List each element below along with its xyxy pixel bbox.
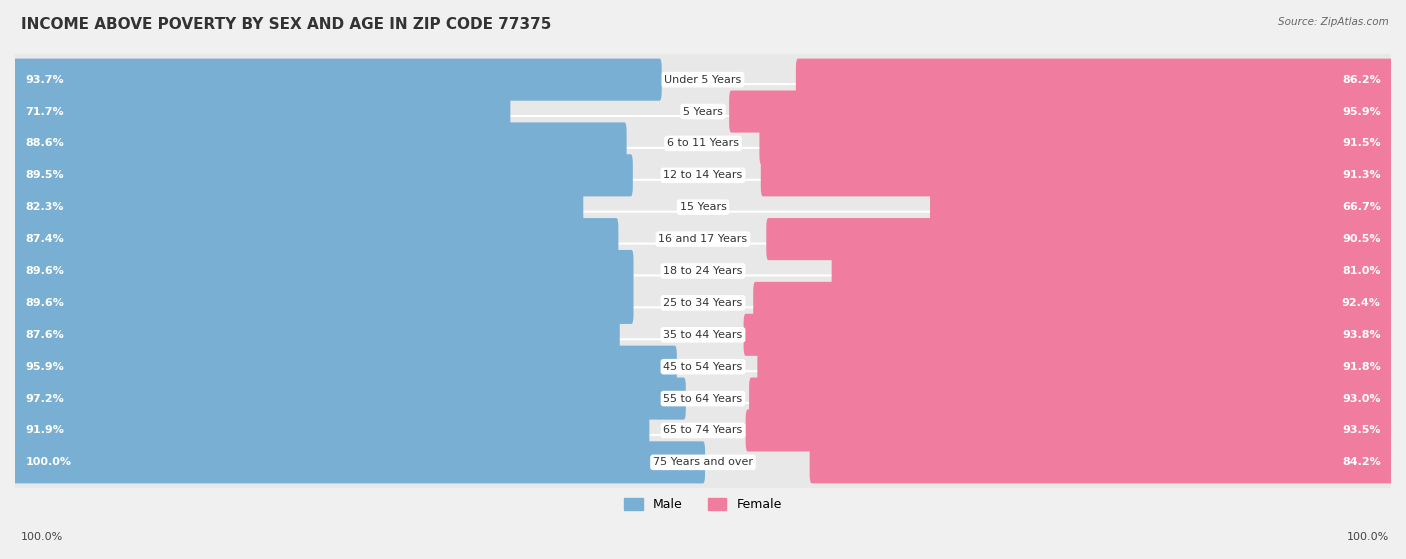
FancyBboxPatch shape bbox=[13, 91, 510, 132]
FancyBboxPatch shape bbox=[730, 91, 1393, 132]
Text: 65 to 74 Years: 65 to 74 Years bbox=[664, 425, 742, 435]
FancyBboxPatch shape bbox=[13, 154, 633, 196]
FancyBboxPatch shape bbox=[745, 409, 1393, 452]
Text: 5 Years: 5 Years bbox=[683, 107, 723, 116]
Text: 92.4%: 92.4% bbox=[1341, 298, 1381, 308]
FancyBboxPatch shape bbox=[11, 180, 1395, 235]
FancyBboxPatch shape bbox=[11, 116, 1395, 171]
FancyBboxPatch shape bbox=[11, 371, 1395, 426]
Text: 89.6%: 89.6% bbox=[25, 266, 65, 276]
Text: 91.5%: 91.5% bbox=[1343, 139, 1381, 149]
Text: 84.2%: 84.2% bbox=[1341, 457, 1381, 467]
FancyBboxPatch shape bbox=[796, 59, 1393, 101]
FancyBboxPatch shape bbox=[11, 52, 1395, 107]
Text: Under 5 Years: Under 5 Years bbox=[665, 75, 741, 84]
Text: 71.7%: 71.7% bbox=[25, 107, 63, 116]
Text: 15 Years: 15 Years bbox=[679, 202, 727, 212]
FancyBboxPatch shape bbox=[13, 186, 583, 228]
Text: 100.0%: 100.0% bbox=[25, 457, 72, 467]
FancyBboxPatch shape bbox=[810, 441, 1393, 484]
FancyBboxPatch shape bbox=[11, 276, 1395, 330]
Text: 100.0%: 100.0% bbox=[21, 532, 63, 542]
FancyBboxPatch shape bbox=[929, 186, 1393, 228]
Text: 91.3%: 91.3% bbox=[1343, 170, 1381, 181]
Text: 86.2%: 86.2% bbox=[1341, 75, 1381, 84]
Text: 55 to 64 Years: 55 to 64 Years bbox=[664, 394, 742, 404]
FancyBboxPatch shape bbox=[11, 435, 1395, 490]
Text: 35 to 44 Years: 35 to 44 Years bbox=[664, 330, 742, 340]
FancyBboxPatch shape bbox=[766, 218, 1393, 260]
Text: 89.5%: 89.5% bbox=[25, 170, 63, 181]
Text: 87.6%: 87.6% bbox=[25, 330, 65, 340]
FancyBboxPatch shape bbox=[13, 409, 650, 452]
Text: 45 to 54 Years: 45 to 54 Years bbox=[664, 362, 742, 372]
Text: 12 to 14 Years: 12 to 14 Years bbox=[664, 170, 742, 181]
Text: 93.8%: 93.8% bbox=[1343, 330, 1381, 340]
Text: 87.4%: 87.4% bbox=[25, 234, 65, 244]
FancyBboxPatch shape bbox=[13, 282, 634, 324]
FancyBboxPatch shape bbox=[11, 339, 1395, 394]
Text: 93.5%: 93.5% bbox=[1343, 425, 1381, 435]
Text: 90.5%: 90.5% bbox=[1343, 234, 1381, 244]
FancyBboxPatch shape bbox=[13, 250, 634, 292]
Text: 6 to 11 Years: 6 to 11 Years bbox=[666, 139, 740, 149]
Text: 91.8%: 91.8% bbox=[1341, 362, 1381, 372]
FancyBboxPatch shape bbox=[13, 122, 627, 164]
FancyBboxPatch shape bbox=[13, 377, 686, 420]
Text: 89.6%: 89.6% bbox=[25, 298, 65, 308]
Text: 93.0%: 93.0% bbox=[1343, 394, 1381, 404]
Text: 18 to 24 Years: 18 to 24 Years bbox=[664, 266, 742, 276]
FancyBboxPatch shape bbox=[758, 345, 1393, 388]
Text: 82.3%: 82.3% bbox=[25, 202, 63, 212]
FancyBboxPatch shape bbox=[11, 307, 1395, 362]
Legend: Male, Female: Male, Female bbox=[619, 493, 787, 517]
Text: 97.2%: 97.2% bbox=[25, 394, 65, 404]
Text: 25 to 34 Years: 25 to 34 Years bbox=[664, 298, 742, 308]
FancyBboxPatch shape bbox=[13, 314, 620, 356]
FancyBboxPatch shape bbox=[13, 59, 662, 101]
Text: 75 Years and over: 75 Years and over bbox=[652, 457, 754, 467]
Text: Source: ZipAtlas.com: Source: ZipAtlas.com bbox=[1278, 17, 1389, 27]
FancyBboxPatch shape bbox=[832, 250, 1393, 292]
Text: 66.7%: 66.7% bbox=[1341, 202, 1381, 212]
FancyBboxPatch shape bbox=[13, 345, 676, 388]
Text: 88.6%: 88.6% bbox=[25, 139, 65, 149]
Text: 93.7%: 93.7% bbox=[25, 75, 63, 84]
FancyBboxPatch shape bbox=[13, 441, 704, 484]
FancyBboxPatch shape bbox=[11, 244, 1395, 299]
Text: 16 and 17 Years: 16 and 17 Years bbox=[658, 234, 748, 244]
FancyBboxPatch shape bbox=[11, 148, 1395, 203]
FancyBboxPatch shape bbox=[11, 84, 1395, 139]
Text: 95.9%: 95.9% bbox=[25, 362, 65, 372]
Text: INCOME ABOVE POVERTY BY SEX AND AGE IN ZIP CODE 77375: INCOME ABOVE POVERTY BY SEX AND AGE IN Z… bbox=[21, 17, 551, 32]
Text: 81.0%: 81.0% bbox=[1343, 266, 1381, 276]
Text: 100.0%: 100.0% bbox=[1347, 532, 1389, 542]
FancyBboxPatch shape bbox=[13, 218, 619, 260]
FancyBboxPatch shape bbox=[744, 314, 1393, 356]
FancyBboxPatch shape bbox=[761, 154, 1393, 196]
Text: 95.9%: 95.9% bbox=[1341, 107, 1381, 116]
FancyBboxPatch shape bbox=[749, 377, 1393, 420]
FancyBboxPatch shape bbox=[11, 403, 1395, 458]
Text: 91.9%: 91.9% bbox=[25, 425, 65, 435]
FancyBboxPatch shape bbox=[759, 122, 1393, 164]
FancyBboxPatch shape bbox=[11, 212, 1395, 267]
FancyBboxPatch shape bbox=[754, 282, 1393, 324]
